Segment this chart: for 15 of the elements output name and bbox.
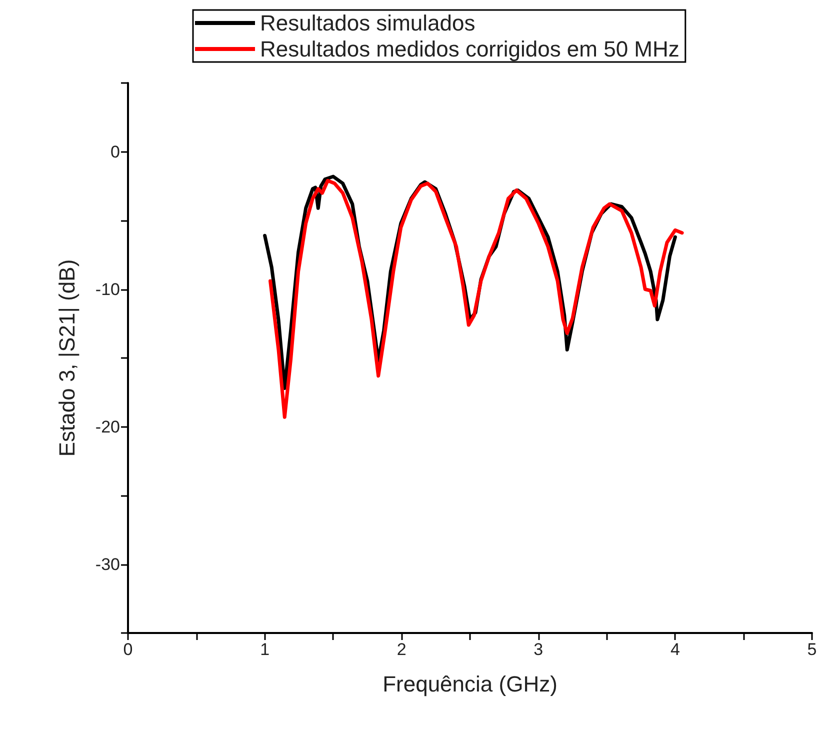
legend-label: Resultados simulados xyxy=(260,10,476,36)
y-tick-label: -10 xyxy=(95,280,120,299)
y-tick-label: -30 xyxy=(95,554,120,574)
legend-label: Resultados medidos corrigidos em 50 MHz xyxy=(260,36,680,62)
y-axis-title: Estado 3, |S21| (dB) xyxy=(54,259,80,457)
x-axis-title: Frequência (GHz) xyxy=(382,672,558,696)
y-tick-label: 0 xyxy=(110,142,120,162)
x-tick-label: 3 xyxy=(534,640,544,659)
x-tick-label: 0 xyxy=(123,640,133,659)
y-tick-label: -20 xyxy=(95,417,120,436)
x-tick-label: 5 xyxy=(807,640,817,659)
x-tick-label: 4 xyxy=(670,640,680,659)
line-series xyxy=(268,178,684,419)
x-tick-label: 1 xyxy=(260,640,270,659)
x-tick-label: 2 xyxy=(396,640,406,659)
